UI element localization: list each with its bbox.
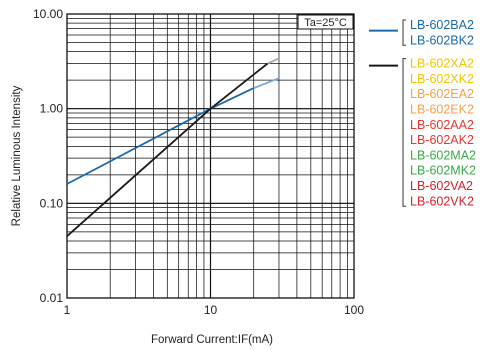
x-tick-labels: 1 10 100 (64, 303, 365, 317)
legend-entry-label: LB-602VK2 (410, 194, 474, 208)
y-tick-label: 0.10 (40, 196, 64, 210)
x-axis-label: Forward Current:IF(mA) (151, 334, 273, 346)
series-line (66, 62, 269, 237)
y-tick-label: 1.00 (40, 102, 64, 116)
legend-entry-label: LB-602EK2 (410, 103, 474, 117)
y-tick-labels: 0.01 0.10 1.00 10.00 (33, 7, 63, 305)
legend-entry-label: LB-602AA2 (410, 118, 474, 132)
legend-entry-label: LB-602MA2 (410, 148, 476, 162)
legend-entry-label: LB-602VA2 (410, 179, 473, 193)
legend: LB-602BA2LB-602BK2LB-602XA2LB-602XK2LB-6… (369, 18, 476, 208)
series-layer (66, 57, 280, 237)
legend-entry-label: LB-602MK2 (410, 164, 476, 178)
x-tick-label: 1 (64, 303, 71, 317)
y-tick-label: 0.01 (40, 291, 64, 305)
plot-frame (66, 13, 355, 299)
y-axis-label: Relative Luminous Intensity (11, 85, 23, 226)
annotation-box (297, 14, 354, 30)
legend-entry-label: LB-602XK2 (410, 72, 474, 86)
y-tick-label: 10.00 (33, 7, 63, 21)
x-tick-label: 100 (344, 303, 364, 317)
legend-bracket (402, 19, 406, 46)
series-extension-line (267, 57, 280, 65)
series-line (66, 87, 255, 185)
legend-entry-label: LB-602XA2 (410, 57, 474, 71)
legend-entry-label: LB-602BK2 (410, 33, 474, 47)
legend-entry-label: LB-602AK2 (410, 133, 474, 147)
legend-entry-label: LB-602EA2 (410, 87, 474, 101)
annotation-text: Ta=25°C (304, 17, 347, 29)
series-extension-line (253, 77, 280, 89)
grid (67, 14, 354, 298)
legend-bracket (402, 58, 406, 207)
legend-entry-label: LB-602BA2 (410, 18, 474, 32)
x-tick-label: 10 (204, 303, 218, 317)
